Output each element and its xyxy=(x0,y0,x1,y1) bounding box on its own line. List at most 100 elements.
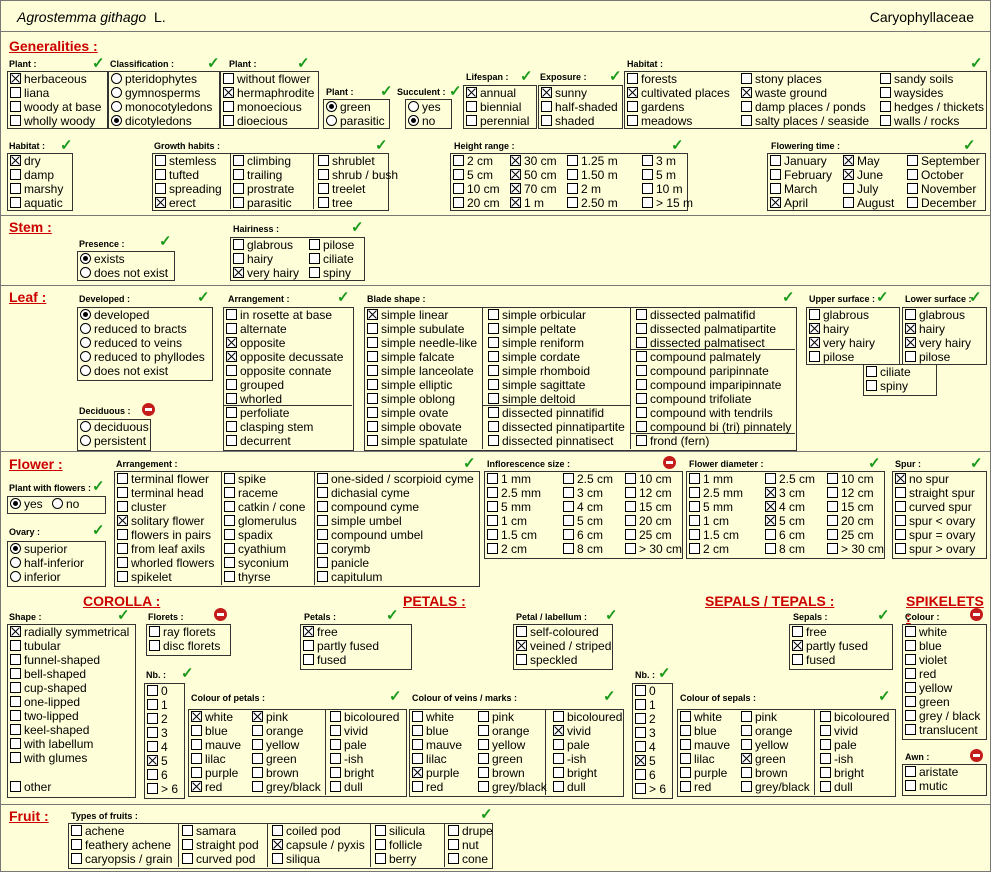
checkbox[interactable] xyxy=(880,73,891,84)
height-option-5-cm[interactable]: 5 cm xyxy=(453,168,493,182)
checkbox[interactable] xyxy=(226,337,237,348)
checkbox[interactable] xyxy=(367,379,378,390)
fruit-option-cone[interactable]: cone xyxy=(448,852,488,866)
arrangement-flower-option-flowers-in-pairs[interactable]: flowers in pairs xyxy=(117,528,211,542)
checkbox[interactable] xyxy=(563,515,574,526)
height-option-2-cm[interactable]: 2 cm xyxy=(453,154,493,168)
checkbox[interactable] xyxy=(636,435,647,446)
shape-option-keel-shaped[interactable]: keel-shaped xyxy=(10,723,89,737)
checkbox[interactable] xyxy=(905,337,916,348)
flowering-option-august[interactable]: August xyxy=(843,196,894,210)
classification-option-dicotyledons[interactable]: dicotyledons xyxy=(111,114,192,128)
checkbox[interactable] xyxy=(487,501,498,512)
checkbox[interactable] xyxy=(147,783,158,794)
habitat2-option-marshy[interactable]: marshy xyxy=(10,182,63,196)
checkbox[interactable] xyxy=(488,393,499,404)
colour-petals-option-red[interactable]: red xyxy=(191,780,222,794)
colour-sepals-option-pale[interactable]: pale xyxy=(820,738,857,752)
checkbox[interactable] xyxy=(318,197,329,208)
checkbox[interactable] xyxy=(182,839,193,850)
plant1-option-woody-at-base[interactable]: woody at base xyxy=(10,100,101,114)
habitat1-option-hedges-thickets[interactable]: hedges / thickets xyxy=(880,100,984,114)
infl-size-option-25-cm[interactable]: 25 cm xyxy=(625,528,672,542)
blade-option-simple-sagittate[interactable]: simple sagittate xyxy=(488,378,585,392)
lifespan-option-perennial[interactable]: perennial xyxy=(466,114,529,128)
checkbox[interactable] xyxy=(224,543,235,554)
checkbox[interactable] xyxy=(224,571,235,582)
checkbox[interactable] xyxy=(10,682,21,693)
developed-option-developed[interactable]: developed xyxy=(80,308,149,322)
checkbox[interactable] xyxy=(516,640,527,651)
checkbox[interactable] xyxy=(453,155,464,166)
colour-veins-option-white[interactable]: white xyxy=(412,710,454,724)
checkbox[interactable] xyxy=(71,839,82,850)
radio-button[interactable] xyxy=(111,101,122,112)
colour-sepals-option-yellow[interactable]: yellow xyxy=(741,738,788,752)
flower-diam-option-5-mm[interactable]: 5 mm xyxy=(689,500,733,514)
checkbox[interactable] xyxy=(563,473,574,484)
checkbox[interactable] xyxy=(820,725,831,736)
radio-button[interactable] xyxy=(10,543,21,554)
checkbox[interactable] xyxy=(226,407,237,418)
blade-option-dissected-pinnatifid[interactable]: dissected pinnatifid xyxy=(488,406,604,420)
checkbox[interactable] xyxy=(827,515,838,526)
awn-option-aristate[interactable]: aristate xyxy=(905,765,958,779)
spike-colour-option-blue[interactable]: blue xyxy=(905,639,942,653)
nb1-option-4[interactable]: 4 xyxy=(147,740,168,754)
spike-colour-option-translucent[interactable]: translucent xyxy=(905,723,978,737)
checkbox[interactable] xyxy=(635,769,646,780)
growth-option-prostrate[interactable]: prostrate xyxy=(233,182,294,196)
shape-option-funnel-shaped[interactable]: funnel-shaped xyxy=(10,653,100,667)
checkbox[interactable] xyxy=(117,571,128,582)
checkbox[interactable] xyxy=(226,379,237,390)
infl-size-option-2-5-cm[interactable]: 2.5 cm xyxy=(563,472,613,486)
checkbox[interactable] xyxy=(488,421,499,432)
developed-option-does-not-exist[interactable]: does not exist xyxy=(80,364,168,378)
shape-option-tubular[interactable]: tubular xyxy=(10,639,61,653)
checkbox[interactable] xyxy=(318,183,329,194)
flower-diam-option-2-cm[interactable]: 2 cm xyxy=(689,542,729,556)
radio-button[interactable] xyxy=(111,115,122,126)
infl-size-option-5-mm[interactable]: 5 mm xyxy=(487,500,531,514)
infl-size-option-30-cm[interactable]: > 30 cm xyxy=(625,542,682,556)
height-option-1-25-m[interactable]: 1.25 m xyxy=(567,154,618,168)
checkbox[interactable] xyxy=(680,753,691,764)
checkbox[interactable] xyxy=(303,626,314,637)
checkbox[interactable] xyxy=(809,337,820,348)
checkbox[interactable] xyxy=(809,351,820,362)
colour-veins-option-red[interactable]: red xyxy=(412,780,443,794)
habitat1-option-gardens[interactable]: gardens xyxy=(627,100,684,114)
deciduous-option-deciduous[interactable]: deciduous xyxy=(80,420,149,434)
infl-size-option-6-cm[interactable]: 6 cm xyxy=(563,528,603,542)
checkbox[interactable] xyxy=(636,393,647,404)
arrangement-flower-option-one-sided-scorpioid-cyme[interactable]: one-sided / scorpioid cyme xyxy=(317,472,474,486)
checkbox[interactable] xyxy=(680,767,691,778)
colour-sepals-option-red[interactable]: red xyxy=(680,780,711,794)
radio-button[interactable] xyxy=(10,571,21,582)
checkbox[interactable] xyxy=(741,73,752,84)
arrangement-flower-option-from-leaf-axils[interactable]: from leaf axils xyxy=(117,542,205,556)
flowering-option-june[interactable]: June xyxy=(843,168,883,182)
checkbox[interactable] xyxy=(191,725,202,736)
checkbox[interactable] xyxy=(453,169,464,180)
checkbox[interactable] xyxy=(770,183,781,194)
checkbox[interactable] xyxy=(448,839,459,850)
colour-veins-option-mauve[interactable]: mauve xyxy=(412,738,462,752)
nb2-option-6[interactable]: > 6 xyxy=(635,782,666,796)
plant1-option-liana[interactable]: liana xyxy=(10,86,49,100)
checkbox[interactable] xyxy=(303,640,314,651)
arrangement-flower-option-cluster[interactable]: cluster xyxy=(117,500,166,514)
infl-size-option-1-cm[interactable]: 1 cm xyxy=(487,514,527,528)
fruit-option-nut[interactable]: nut xyxy=(448,838,479,852)
colour-petals-option-pink[interactable]: pink xyxy=(252,710,288,724)
blade-option-simple-cordate[interactable]: simple cordate xyxy=(488,350,580,364)
checkbox[interactable] xyxy=(117,515,128,526)
awn-option-mutic[interactable]: mutic xyxy=(905,779,948,793)
spur-option-no-spur[interactable]: no spur xyxy=(895,472,949,486)
habitat2-option-damp[interactable]: damp xyxy=(10,168,54,182)
arrangement-flower-option-compound-umbel[interactable]: compound umbel xyxy=(317,528,423,542)
infl-size-option-8-cm[interactable]: 8 cm xyxy=(563,542,603,556)
checkbox[interactable] xyxy=(866,366,877,377)
habitat1-option-waysides[interactable]: waysides xyxy=(880,86,943,100)
arrangement-flower-option-syconium[interactable]: syconium xyxy=(224,556,289,570)
